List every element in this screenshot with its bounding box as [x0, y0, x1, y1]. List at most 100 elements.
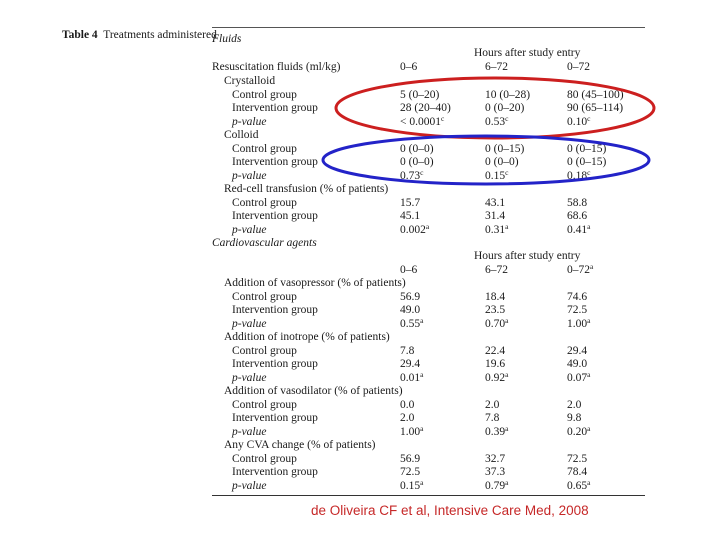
table-cell: < 0.0001c	[400, 113, 445, 128]
table-cell: 2.0	[485, 398, 500, 411]
period-header: 0–6	[400, 264, 418, 276]
group-label: Addition of vasopressor (% of patients)	[224, 277, 406, 289]
table-cell: 43.1	[485, 196, 506, 209]
table-cell: 29.4	[567, 344, 588, 357]
table-cell: 1.00a	[567, 315, 591, 330]
table-cell: 56.9	[400, 452, 421, 465]
group-label: Any CVA change (% of patients)	[224, 439, 376, 451]
table-cell: 18.4	[485, 290, 506, 303]
table-cell: 37.3	[485, 466, 506, 478]
table-cell: 49.0	[400, 304, 421, 316]
footnote-marker: a	[420, 315, 424, 325]
period-header: 6–72	[485, 264, 508, 276]
table-cell: 5 (0–20)	[400, 88, 440, 101]
table-cell: 31.4	[485, 210, 506, 222]
footnote-marker: a	[587, 423, 591, 433]
table-cell: 7.8	[400, 344, 415, 357]
group-label: Addition of vasodilator (% of patients)	[224, 385, 403, 397]
group-label: Crystalloid	[224, 75, 276, 87]
row-label: Control group	[232, 452, 297, 465]
table-cell: 45.1	[400, 210, 421, 222]
row-label: Control group	[232, 398, 297, 411]
footnote-marker: a	[425, 221, 430, 231]
section-title-cardio: Cardiovascular agents	[212, 237, 317, 249]
footnote-marker: c	[587, 167, 591, 177]
table-cell: 2.0	[400, 412, 415, 424]
table-cell: 7.8	[485, 412, 500, 424]
table-cell: 2.0	[567, 398, 582, 411]
table-cell: 74.6	[567, 290, 588, 303]
table-cell: 0.73c	[400, 167, 424, 182]
table-cell: 56.9	[400, 290, 421, 303]
table-cell: 9.8	[567, 412, 582, 424]
table-cell: 29.4	[400, 358, 421, 370]
table-cell: 0 (0–15)	[567, 142, 607, 155]
row-label: Intervention group	[232, 466, 318, 478]
footnote-marker: a	[587, 477, 591, 487]
row-label: Control group	[232, 142, 297, 155]
row-label: p-value	[232, 479, 267, 492]
footnote-marker: a	[420, 423, 424, 433]
footnote-marker: a	[587, 315, 591, 325]
table-cell: 0.18c	[567, 167, 591, 182]
main-row-label: Resuscitation fluids (ml/kg)	[212, 61, 341, 73]
footnote-marker: c	[505, 113, 509, 123]
table-cell: 0.20a	[567, 423, 591, 438]
row-label: p-value	[232, 371, 267, 384]
footnote-marker: a	[590, 262, 594, 271]
footnote-marker: a	[587, 369, 591, 379]
footnote-marker: a	[505, 369, 509, 379]
citation: de Oliveira CF et al, Intensive Care Med…	[311, 503, 589, 518]
table-cell: 0.002a	[400, 221, 430, 236]
table-cell: 0.79a	[485, 477, 509, 492]
footnote-marker: a	[420, 369, 424, 379]
table-cell: 10 (0–28)	[485, 88, 531, 101]
row-label: Intervention group	[232, 156, 318, 168]
row-label: p-value	[232, 317, 267, 330]
table-title: Treatments administered	[103, 29, 217, 41]
table-cell: 22.4	[485, 344, 506, 357]
footnote-marker: c	[441, 113, 445, 123]
table-cell: 0.10c	[567, 113, 591, 128]
footnote-marker: a	[587, 221, 591, 231]
table-cell: 72.5	[400, 466, 421, 478]
table-cell: 0.53c	[485, 113, 509, 128]
footnote-marker: a	[505, 221, 509, 231]
period-header: 0–6	[400, 61, 418, 73]
table-cell: 0.01a	[400, 369, 424, 384]
group-label: Colloid	[224, 129, 259, 141]
table-cell: 0 (0–15)	[485, 142, 525, 155]
table-number: Table 4	[62, 29, 98, 41]
row-label: Control group	[232, 196, 297, 209]
period-header: 0–72	[567, 61, 590, 73]
footnote-marker: a	[420, 477, 424, 487]
table-cell: 0.31a	[485, 221, 509, 236]
row-label: p-value	[232, 115, 267, 128]
row-label: Intervention group	[232, 358, 318, 370]
table-cell: 0.55a	[400, 315, 424, 330]
row-label: p-value	[232, 425, 267, 438]
footnote-marker: a	[505, 315, 509, 325]
table-cell: 23.5	[485, 304, 506, 316]
table-cell: 0.0	[400, 398, 415, 411]
footnote-marker: a	[505, 423, 509, 433]
row-label: Intervention group	[232, 102, 318, 114]
table-caption: Table 4 Treatments administered	[62, 29, 217, 41]
hours-header: Hours after study entry	[474, 47, 581, 59]
footnote-marker: c	[587, 113, 591, 123]
row-label: Intervention group	[232, 304, 318, 316]
row-label: Control group	[232, 344, 297, 357]
hours-header: Hours after study entry	[474, 250, 581, 262]
table-cell: 0.39a	[485, 423, 509, 438]
table-cell: 68.6	[567, 210, 588, 222]
row-label: p-value	[232, 223, 267, 236]
table-cell: 0.15c	[485, 167, 509, 182]
table-cell: 0.92a	[485, 369, 509, 384]
period-header: 6–72	[485, 61, 508, 73]
footnote-marker: a	[505, 477, 509, 487]
footnote-marker: c	[420, 167, 424, 177]
table-cell: 80 (45–100)	[567, 88, 624, 101]
table-cell: 1.00a	[400, 423, 424, 438]
table-cell: 90 (65–114)	[567, 102, 624, 114]
